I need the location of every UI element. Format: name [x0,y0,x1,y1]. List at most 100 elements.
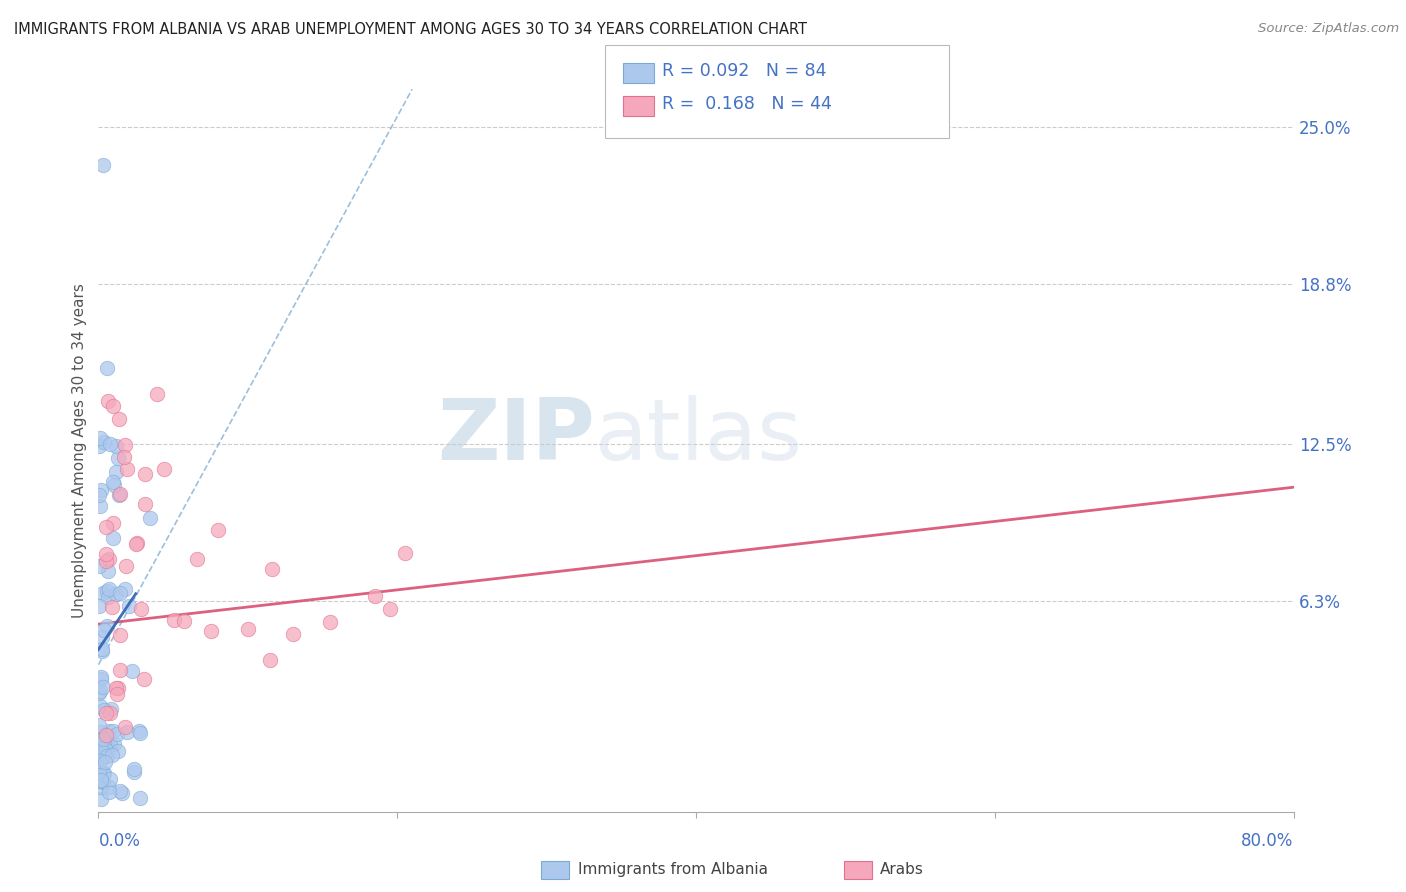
Point [98,706,121,720]
Point [98,738,121,752]
Point [107,744,129,758]
Point [94,742,117,756]
Point [319,615,342,629]
Point [94,729,117,743]
Text: R =  0.168   N = 44: R = 0.168 N = 44 [662,95,832,113]
Point [108,628,131,642]
Point [129,791,152,805]
Point [153,462,176,476]
Text: Immigrants from Albania: Immigrants from Albania [578,863,768,877]
Point [96,393,118,408]
Point [89,499,111,513]
Point [236,623,259,637]
Point [100,600,122,615]
Point [207,524,229,538]
Point [89,698,111,713]
Point [124,765,146,780]
Point [91,631,114,645]
Point [97,564,120,578]
Point [105,587,128,601]
Point [89,431,111,445]
Point [96,748,118,763]
Point [91,585,114,599]
Point [103,478,125,492]
Point [89,754,111,768]
Point [93,703,115,717]
Point [103,475,125,490]
Point [101,723,124,738]
Point [91,775,114,789]
Point [394,546,416,560]
Text: R = 0.092   N = 84: R = 0.092 N = 84 [662,62,827,80]
Point [90,673,112,687]
Point [129,726,152,740]
Point [91,767,114,781]
Text: 0.0%: 0.0% [98,832,141,850]
Point [90,670,112,684]
Point [89,743,111,757]
Point [98,785,121,799]
Point [107,487,129,501]
Point [90,742,112,756]
Point [105,687,128,701]
Point [94,706,117,720]
Point [94,742,117,756]
Point [260,562,283,576]
Text: IMMIGRANTS FROM ALBANIA VS ARAB UNEMPLOYMENT AMONG AGES 30 TO 34 YEARS CORRELATI: IMMIGRANTS FROM ALBANIA VS ARAB UNEMPLOY… [14,22,807,37]
Point [129,602,152,616]
Point [89,684,111,698]
Point [96,619,118,633]
Point [122,762,145,776]
Point [108,486,131,500]
Point [89,724,111,739]
Point [200,624,222,638]
Text: 80.0%: 80.0% [1241,832,1294,850]
Point [98,582,121,596]
Point [103,737,125,751]
Point [94,554,117,568]
Point [89,718,111,732]
Point [110,663,132,677]
Text: ZIP: ZIP [437,394,595,477]
Point [108,784,131,798]
Point [115,725,138,739]
Point [89,488,111,502]
Point [121,664,143,678]
Text: atlas: atlas [595,394,803,477]
Point [89,746,111,760]
Point [364,589,387,603]
Point [89,686,111,700]
Point [97,590,120,604]
Point [90,741,112,756]
Point [132,672,155,686]
Point [105,727,128,741]
Point [281,627,304,641]
Point [91,681,114,695]
Point [91,644,114,658]
Point [101,516,124,530]
Point [108,586,131,600]
Point [139,511,162,525]
Point [93,735,115,749]
Point [104,681,127,695]
Point [96,583,118,598]
Point [173,614,195,628]
Point [90,780,112,794]
Point [90,483,112,497]
Point [90,773,112,788]
Point [186,552,208,566]
Point [378,602,401,616]
Point [115,559,138,574]
Point [89,732,111,747]
Point [96,739,118,754]
Point [107,451,129,466]
Point [259,652,281,666]
Point [98,772,121,786]
Point [163,613,186,627]
Point [114,438,136,452]
Point [105,466,128,480]
Point [98,551,121,566]
Point [93,434,115,449]
Point [89,599,111,614]
Point [118,599,141,613]
